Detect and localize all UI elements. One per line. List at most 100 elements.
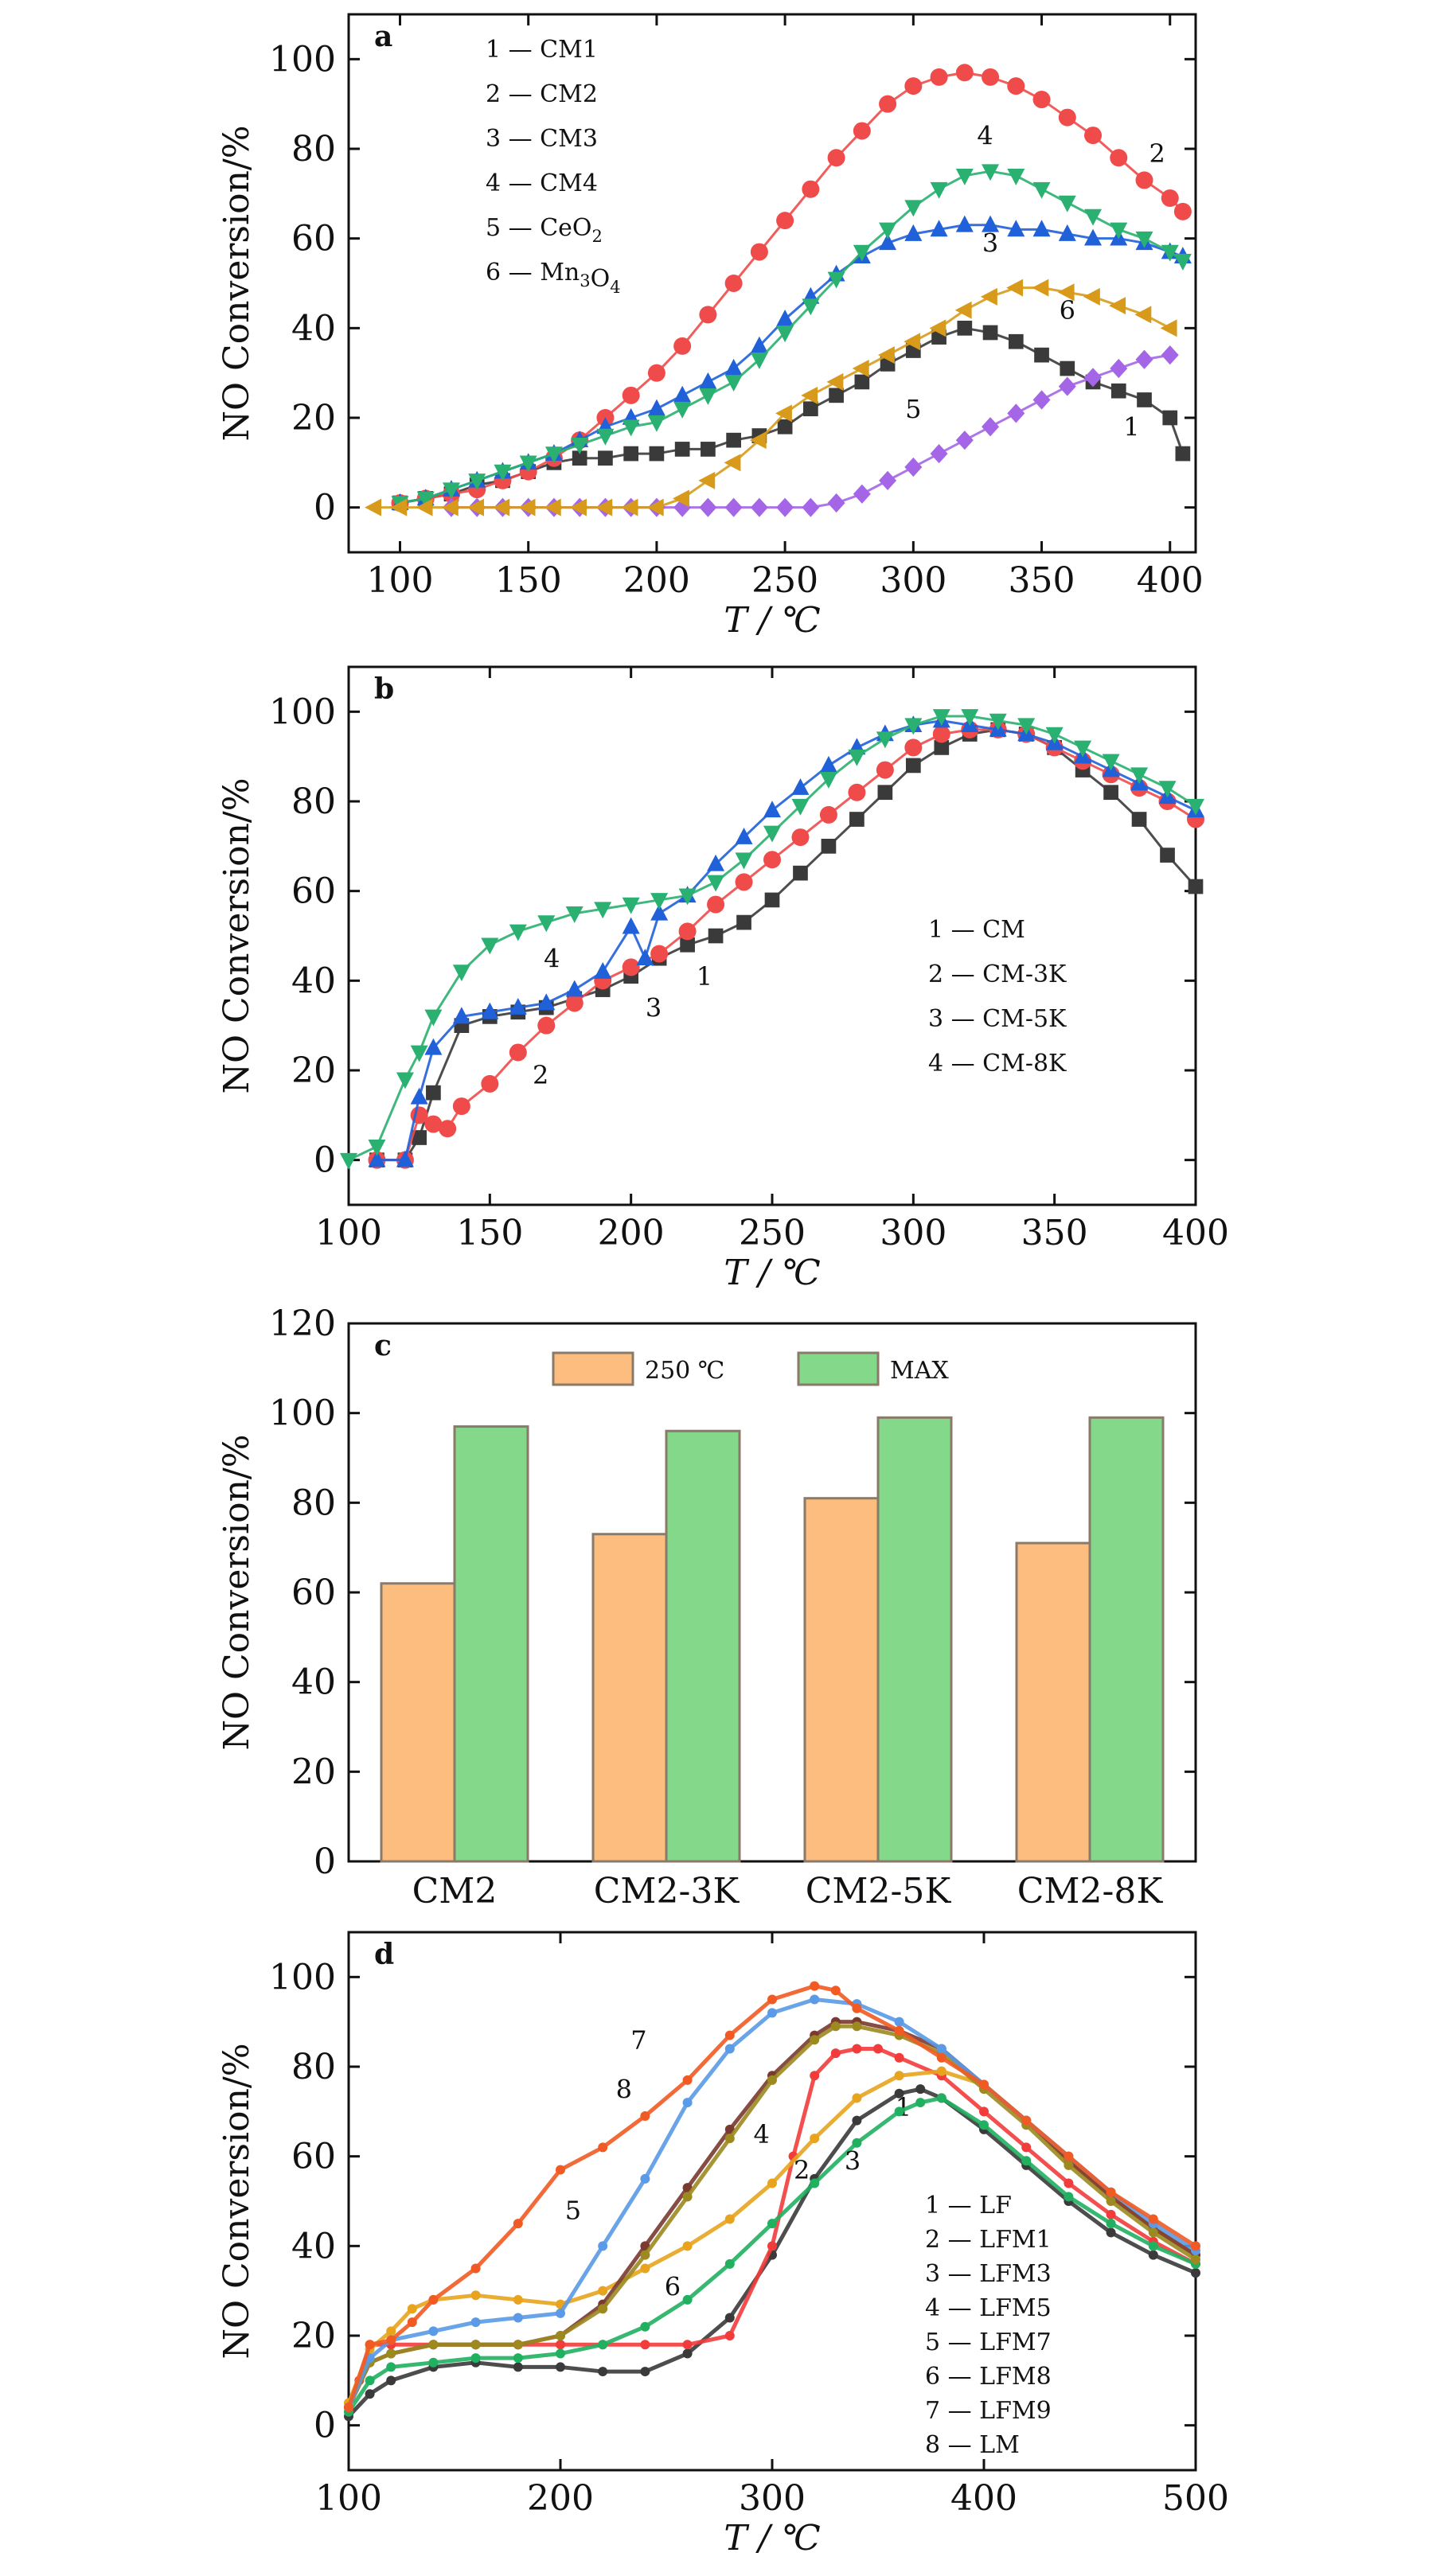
data-point	[678, 888, 697, 906]
data-point	[894, 2071, 904, 2081]
data-point	[936, 2044, 946, 2054]
data-point	[979, 2120, 989, 2130]
x-tick-label: 400	[1162, 1213, 1229, 1253]
data-point	[791, 798, 810, 816]
x-tick-label: 350	[1009, 560, 1075, 601]
data-point	[852, 2044, 862, 2054]
data-point	[932, 709, 950, 727]
data-point	[1175, 446, 1191, 462]
data-point	[708, 928, 724, 944]
legend-item: 2 — LFM1	[925, 2226, 1052, 2254]
data-point	[368, 1150, 386, 1167]
y-tick-label: 80	[291, 2047, 336, 2087]
data-point	[802, 298, 820, 316]
data-point	[1110, 222, 1128, 240]
data-point	[416, 491, 435, 509]
data-point	[1007, 169, 1025, 185]
data-point	[904, 224, 923, 241]
data-point	[416, 498, 433, 516]
data-point	[518, 498, 536, 516]
data-point	[854, 374, 870, 390]
data-point	[565, 980, 583, 997]
data-point	[598, 2142, 608, 2153]
data-point	[386, 2335, 396, 2345]
data-point	[776, 212, 794, 230]
panel-label: d	[374, 1938, 394, 1971]
data-point	[467, 498, 485, 516]
bar	[380, 1582, 456, 1863]
data-point	[879, 233, 897, 251]
data-point	[1083, 287, 1100, 306]
data-point	[749, 431, 767, 450]
data-point	[1187, 798, 1204, 816]
y-axis-label: NO Conversion/%	[217, 125, 257, 441]
data-point	[640, 2173, 650, 2184]
data-point	[386, 2362, 396, 2372]
x-tick-label: 300	[880, 1213, 946, 1253]
data-point	[724, 2331, 735, 2340]
data-point	[929, 319, 946, 337]
x-tick-label: 200	[598, 1213, 665, 1253]
data-point	[879, 95, 897, 113]
legend-swatch	[552, 1351, 634, 1386]
data-point	[513, 2353, 523, 2364]
x-tick-label: 250	[739, 1213, 806, 1253]
curve-number-label: 5	[565, 2196, 581, 2226]
data-point	[649, 446, 665, 462]
data-point	[1135, 231, 1153, 248]
data-point	[1130, 767, 1149, 785]
plot-frame	[347, 13, 1197, 554]
curve-number-label: 7	[630, 2025, 646, 2055]
y-tick-label: 120	[269, 1304, 336, 1344]
data-point	[640, 2263, 650, 2274]
data-point	[682, 2348, 693, 2359]
data-point	[1106, 2196, 1116, 2206]
data-point	[640, 2321, 650, 2332]
y-tick-label: 60	[291, 871, 336, 912]
data-point	[1084, 368, 1103, 388]
data-point	[852, 360, 869, 378]
data-point	[767, 2241, 777, 2251]
legend-item: 2 — CM2	[486, 80, 598, 108]
panel-b: 0 20 40 60 80 100 NO Conversion/% b 100 150 200 250…	[217, 665, 1229, 1293]
data-point	[1064, 2160, 1074, 2170]
data-point	[1058, 195, 1076, 212]
data-point	[623, 446, 639, 462]
data-point	[827, 149, 845, 167]
data-point	[1060, 360, 1075, 376]
x-axis-label: T / ℃	[724, 2518, 820, 2558]
data-point	[1160, 319, 1177, 337]
data-point	[979, 2106, 989, 2117]
data-point	[1106, 2219, 1116, 2229]
panel-a: 0 20 40 60 80 100 NO Conversion/% a 100 150 200 250…	[217, 13, 1204, 641]
data-point	[961, 709, 979, 727]
curve-number-label: 4	[977, 120, 993, 150]
data-point	[955, 169, 974, 185]
curve-number-label: 6	[1060, 295, 1075, 325]
data-point	[598, 2367, 608, 2377]
series-line	[348, 715, 1196, 1162]
data-point	[750, 243, 768, 261]
data-point	[934, 740, 950, 755]
data-point	[537, 915, 556, 933]
x-tick-label: 100	[366, 560, 433, 601]
data-point	[930, 443, 948, 464]
data-point	[556, 2348, 565, 2359]
data-point	[699, 372, 717, 389]
data-point	[386, 2326, 396, 2336]
legend-item: 5 — LFM7	[925, 2329, 1052, 2356]
data-point	[1008, 333, 1024, 349]
data-point	[537, 993, 556, 1011]
data-point	[513, 2362, 523, 2372]
data-point	[1110, 358, 1128, 379]
data-point	[979, 2079, 989, 2090]
legend-item: 3 — CM-5K	[928, 1005, 1067, 1033]
y-tick-label: 0	[314, 1841, 336, 1882]
y-tick-label: 20	[291, 398, 336, 438]
y-tick-label: 80	[291, 129, 336, 170]
data-point	[1032, 181, 1051, 199]
y-tick-label: 40	[291, 308, 336, 349]
data-point	[853, 484, 871, 504]
data-point	[481, 1074, 499, 1093]
data-point	[470, 2290, 481, 2301]
